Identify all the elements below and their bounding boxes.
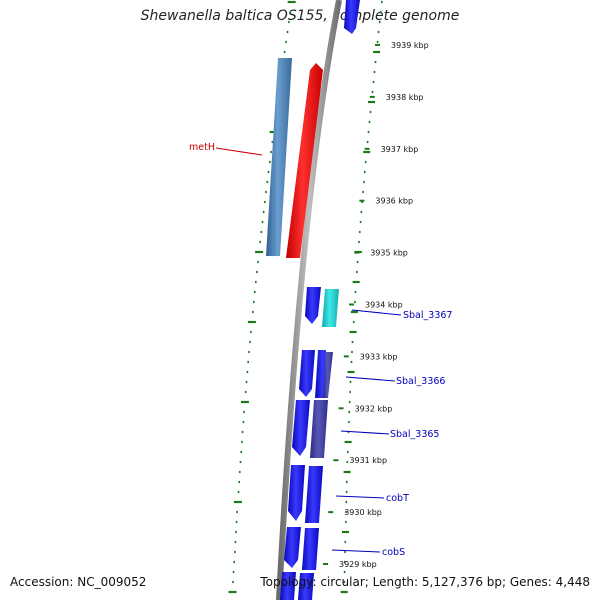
label-line-sbal-3367 [351, 309, 402, 316]
label-line-cobt [335, 495, 385, 499]
map-title: Shewanella baltica OS155, complete genom… [140, 8, 460, 24]
gene-label[interactable]: Sbal_3367 [403, 310, 452, 321]
accession-text: Accession: NC_009052 [10, 575, 147, 589]
label-line-sbal-3365 [340, 430, 390, 435]
label-line-cobs [331, 549, 381, 553]
kbp-tick-label: 3932 kbp [355, 404, 393, 413]
kbp-tick-label: 3933 kbp [360, 352, 398, 361]
gene-arrow-sbal-3366[interactable] [323, 352, 333, 398]
kbp-tick-label: 3934 kbp [365, 301, 403, 310]
gene-arrow-steel[interactable] [266, 58, 292, 256]
kbp-tick-label: 3930 kbp [344, 508, 382, 517]
gene-arrow-bottom-a[interactable] [280, 572, 296, 600]
kbp-tick-label: 3931 kbp [349, 456, 387, 465]
gene-labels: metH Sbal_3367 Sbal_3366 Sbal_3365 cobT cobS [189, 142, 452, 558]
gene-arrow-bottom-b[interactable] [298, 573, 314, 600]
gc-skew-outer-track [340, 0, 383, 594]
gene-label[interactable]: Sbal_3365 [390, 429, 439, 440]
gene-arrow-3365a[interactable] [292, 400, 310, 456]
kbp-ticks: 3939 kbp 3938 kbp 3937 kbp 3936 kbp 3935 kbp… [323, 41, 429, 569]
gene-arrow-top[interactable] [344, 0, 360, 34]
gene-arrow-3367a[interactable] [305, 287, 321, 324]
gene-arrow-3366a[interactable] [299, 350, 315, 397]
gene-arrow-cobs-a[interactable] [284, 527, 301, 568]
kbp-tick-label: 3938 kbp [386, 93, 424, 102]
gene-label[interactable]: cobS [382, 547, 405, 558]
gene-label[interactable]: Sbal_3366 [396, 376, 445, 387]
gene-label[interactable]: metH [189, 142, 215, 153]
gene-arrow-cobt[interactable] [305, 466, 323, 523]
gene-arrow-sbal-3367[interactable] [322, 289, 339, 327]
gene-label[interactable]: cobT [386, 493, 409, 504]
kbp-tick-label: 3937 kbp [381, 145, 419, 154]
kbp-tick-label: 3929 kbp [339, 560, 377, 569]
gene-arrow-sbal-3365[interactable] [310, 400, 328, 458]
gene-arrow-cobt-a[interactable] [288, 465, 305, 521]
kbp-tick-label: 3939 kbp [391, 41, 429, 50]
label-line-meth [215, 147, 263, 156]
topology-summary: Topology: circular; Length: 5,127,376 bp… [260, 575, 590, 589]
gene-arrow-cobs[interactable] [302, 528, 319, 570]
gene-arrow-meth[interactable] [286, 63, 323, 258]
kbp-tick-label: 3936 kbp [375, 197, 413, 206]
label-line-sbal-3366 [345, 376, 396, 382]
kbp-tick-label: 3935 kbp [370, 249, 408, 258]
genome-backbone [276, 0, 342, 600]
